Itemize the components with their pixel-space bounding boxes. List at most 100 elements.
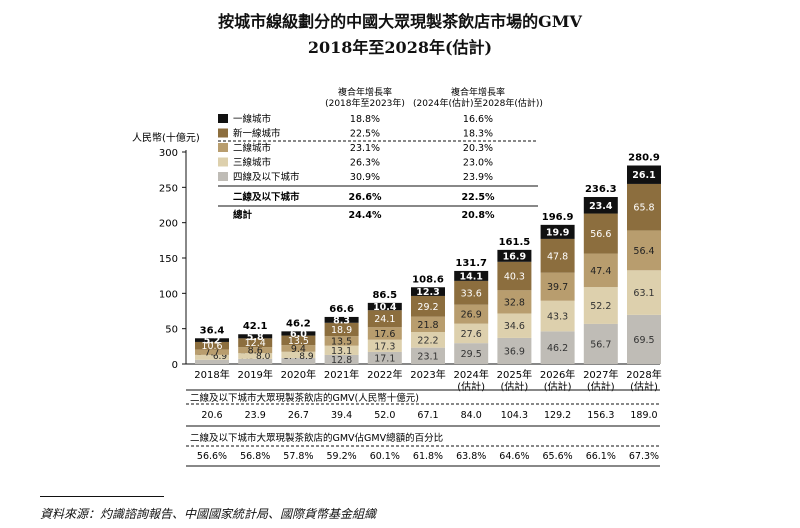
bar-segment (324, 322, 359, 337)
bar-segment-label: 63.1 (633, 288, 654, 299)
bar-segment-label: 56.4 (633, 246, 654, 257)
table-row2-value: 63.8% (456, 451, 486, 462)
table-row2-value: 67.3% (629, 451, 659, 462)
x-tick-label: 2026年 (540, 368, 575, 381)
bar-segment (238, 338, 273, 348)
bar-segment (497, 337, 532, 364)
chart-subtitle: 2018年至2028年(估計) (307, 38, 493, 57)
bar-segment (367, 310, 402, 328)
bar-segment (281, 331, 316, 336)
y-tick-label: 250 (159, 183, 178, 194)
bar-segment (367, 302, 402, 311)
bar-segment-label: 39.7 (547, 282, 568, 293)
cagr-value: 23.9% (463, 172, 493, 183)
cagr-value: 16.6% (463, 114, 493, 125)
bar-segment (583, 197, 618, 214)
cagr-value: 23.1% (350, 143, 380, 154)
table-row1-value: 26.7 (288, 410, 309, 421)
bar-segment-label: 24.1 (374, 314, 395, 325)
bar-segment-label: 14.1 (459, 271, 482, 282)
table-row2-value: 60.1% (370, 451, 400, 462)
bar-segment-label: 52.2 (590, 301, 611, 312)
bar-segment-label: 23.1 (417, 351, 438, 362)
table-row2-value: 66.1% (586, 451, 616, 462)
source-note: 資料來源：灼識諮詢報告、中國國家統計局、國際貨幣基金組織 (40, 507, 377, 521)
bar-segment-label: 8.0 (256, 352, 271, 362)
bar-segment (583, 213, 618, 254)
table-row1-value: 67.1 (417, 410, 438, 421)
bar-segment-label: 26.1 (632, 170, 655, 181)
bar-segment (497, 249, 532, 262)
y-tick-label: 300 (159, 148, 178, 159)
bar-segment (583, 253, 618, 288)
bar-segment (583, 323, 618, 364)
table-row2-value: 64.6% (499, 451, 529, 462)
legend-swatch (218, 157, 228, 167)
x-tick-label: (估計) (500, 380, 528, 393)
table-row2-value: 57.8% (283, 451, 313, 462)
bar-segment-label: 33.6 (461, 288, 482, 299)
table-row1-value: 129.2 (544, 410, 571, 421)
bar-segment (411, 295, 445, 317)
table-row2-value: 56.6% (197, 451, 227, 462)
bar-segment-label: 17.6 (374, 329, 395, 340)
bar-segment-label: 6.9 (213, 352, 228, 362)
cagr-value: 30.9% (350, 172, 380, 183)
bar-segment-label: 47.4 (590, 266, 611, 277)
bar-segment (540, 331, 575, 364)
bar-segment (238, 334, 273, 339)
bar-segment-label: 10.4 (373, 302, 397, 313)
bar-segment (454, 280, 489, 305)
table-row1-value: 52.0 (374, 410, 395, 421)
bar-segment-label: 8.9 (299, 352, 314, 362)
cagr-header: (2018年至2023年) (325, 97, 405, 109)
bar-segment-label: 17.3 (374, 341, 395, 352)
y-tick-label: 150 (159, 254, 178, 265)
x-tick-label: 2024年 (453, 368, 488, 381)
bar-segment (497, 313, 532, 338)
legend-label: 三線城市 (233, 157, 272, 169)
bar-segment (540, 238, 575, 273)
source-divider (40, 496, 164, 497)
bar-segment (281, 358, 316, 364)
legend-label: 一線城市 (233, 113, 272, 125)
bar-segment-label: 47.8 (547, 251, 568, 262)
bar-total-label: 46.2 (286, 318, 311, 329)
bar-segment-label: 6.0 (290, 329, 307, 340)
bar-segment-label: 56.6 (590, 229, 611, 240)
bar-segment-label: 12.4 (245, 338, 266, 349)
bar-total-label: 161.5 (499, 237, 531, 248)
bar-segment (367, 339, 402, 352)
y-tick-label: 50 (165, 325, 178, 336)
bar-segment-label: 27.6 (461, 329, 482, 340)
table-row1-value: 104.3 (501, 410, 528, 421)
legend-label: 新一線城市 (233, 128, 281, 140)
bar-segment (195, 349, 229, 355)
x-tick-label: 2023年 (410, 368, 445, 381)
bar-segment-label: 26.9 (461, 310, 482, 321)
legend-total-label: 總計 (233, 209, 253, 221)
x-tick-label: 2019年 (237, 368, 272, 381)
bar-segment (540, 300, 575, 332)
bar-segment-label: 18.9 (331, 325, 352, 336)
chart-title: 按城市線級劃分的中國大眾現製茶飲店市場的GMV (218, 12, 582, 31)
bar-segment (195, 354, 229, 360)
bar-segment (324, 336, 359, 346)
table-row1-value: 84.0 (461, 410, 482, 421)
bar-segment (324, 316, 359, 323)
legend-sum-label: 二線及以下城市 (233, 191, 300, 203)
cagr-header: 複合年增長率 (338, 86, 392, 98)
y-tick-label: 0 (172, 360, 178, 371)
bar-segment (195, 341, 229, 350)
bar-segment (411, 287, 445, 296)
legend-swatch (218, 114, 228, 123)
cagr-header: (2024年(估計)至2028年(估計)) (413, 97, 543, 109)
bar-total-label: 86.5 (372, 290, 397, 301)
bar-segment-label: 13.1 (331, 346, 352, 357)
y-tick-label: 200 (159, 219, 178, 230)
bar-segment-label: 23.4 (589, 201, 613, 212)
cagr-value: 20.3% (463, 143, 493, 154)
bar-segment (324, 345, 359, 355)
bar-segment-label: 5.2 (204, 336, 221, 347)
